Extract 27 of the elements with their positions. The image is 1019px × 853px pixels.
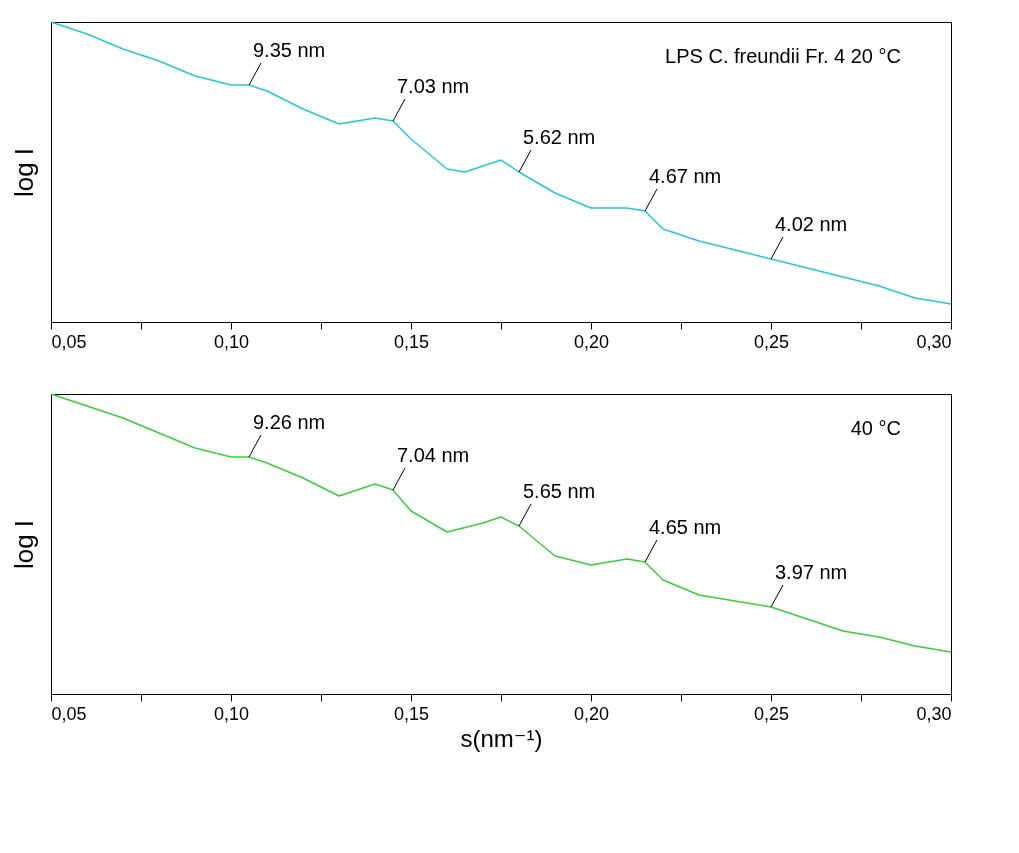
annotation: 9.35 nm xyxy=(253,39,326,61)
x-tick-label: 0,25 xyxy=(753,331,790,352)
y-axis-title: log I xyxy=(8,147,39,198)
x-tick-label: 0,25 xyxy=(753,703,790,724)
annotation: 5.65 nm xyxy=(523,480,596,502)
annotation: 4.02 nm xyxy=(775,213,848,235)
x-tick-label: 0,20 xyxy=(573,331,610,352)
x-tick-label: 0,30 xyxy=(916,703,952,724)
x-tick-label: 0,15 xyxy=(393,331,430,352)
x-tick-label: 0,05 xyxy=(51,331,87,352)
annotation: 7.03 nm xyxy=(397,75,470,97)
annotation: 3.97 nm xyxy=(775,561,848,583)
x-tick-label: 0,15 xyxy=(393,703,430,724)
y-axis-title: log I xyxy=(8,519,39,570)
annotation: 9.26 nm xyxy=(253,411,326,433)
annotation: 4.65 nm xyxy=(649,516,722,538)
x-axis-title: s(nm⁻¹) xyxy=(460,724,543,752)
x-tick-label: 0,20 xyxy=(573,703,610,724)
annotation: LPS C. freundii Fr. 4 20 °C xyxy=(665,45,901,67)
annotation: 4.67 nm xyxy=(649,165,722,187)
x-tick-label: 0,10 xyxy=(213,331,250,352)
x-tick-label: 0,05 xyxy=(51,703,87,724)
x-tick-label: 0,30 xyxy=(916,331,952,352)
annotation: 7.04 nm xyxy=(397,444,470,466)
annotation: 40 °C xyxy=(850,417,901,439)
annotation: 5.62 nm xyxy=(523,126,596,148)
x-tick-label: 0,10 xyxy=(213,703,250,724)
